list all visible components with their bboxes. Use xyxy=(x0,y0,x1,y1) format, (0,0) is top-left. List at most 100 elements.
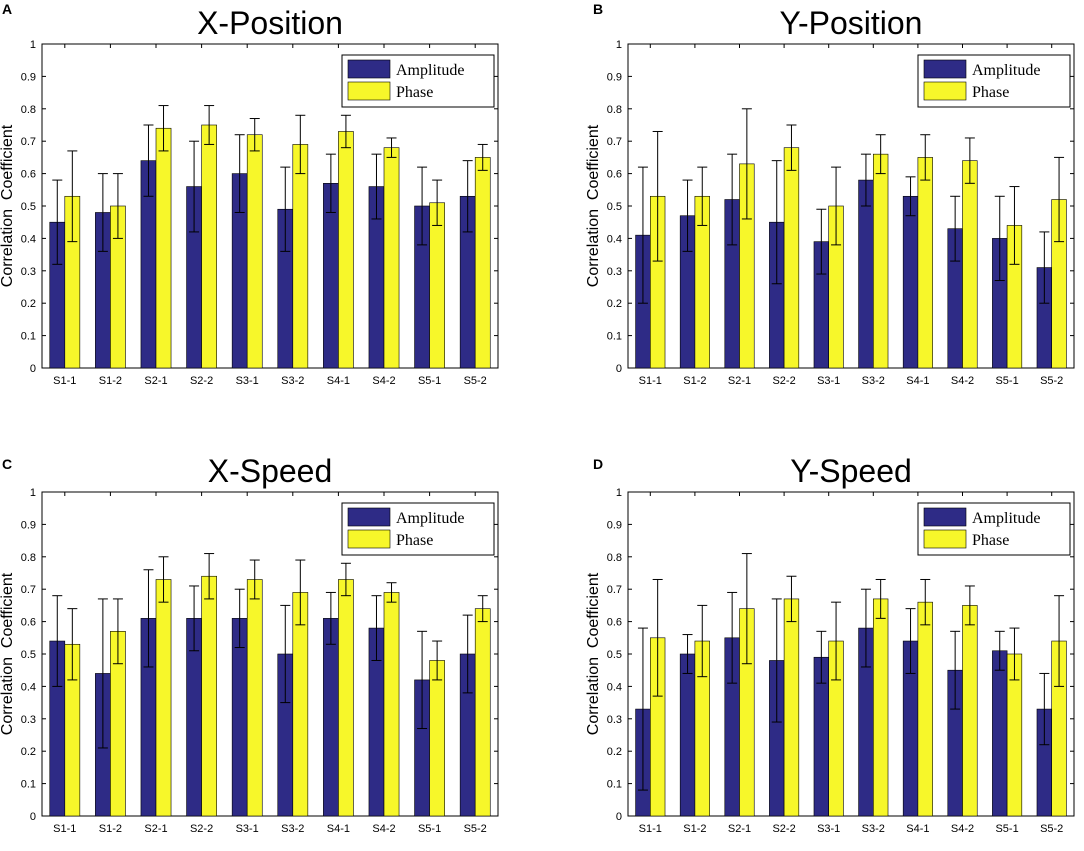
legend: Amplitude Phase xyxy=(917,502,1071,556)
y-tick-label: 0.7 xyxy=(607,136,622,148)
y-tick-label: 0.8 xyxy=(21,552,36,564)
x-tick-label: S1-2 xyxy=(683,823,706,835)
bar-amplitude-s4-1 xyxy=(902,195,919,369)
bar-phase-s4-1 xyxy=(338,131,354,369)
x-tick-label: S2-1 xyxy=(144,375,167,387)
y-tick-label: 0.6 xyxy=(607,169,622,181)
x-tick-label: S5-2 xyxy=(1040,375,1063,387)
legend-swatch-amplitude xyxy=(347,59,391,79)
panel-label: C xyxy=(2,456,12,472)
x-tick-label: S5-1 xyxy=(995,375,1018,387)
x-tick-label: S4-2 xyxy=(372,823,395,835)
bar-phase-s3-2 xyxy=(872,598,889,817)
x-tick-label: S3-2 xyxy=(281,823,304,835)
y-tick-label: 0.2 xyxy=(607,746,622,758)
legend-label-phase: Phase xyxy=(396,84,433,101)
x-tick-label: S4-2 xyxy=(951,823,974,835)
x-tick-label: S5-2 xyxy=(1040,823,1063,835)
y-tick-label: 0.4 xyxy=(607,681,622,693)
y-tick-label: 0.2 xyxy=(21,746,36,758)
y-tick-label: 0.9 xyxy=(21,519,36,531)
x-tick-label: S5-1 xyxy=(418,375,441,387)
bar-phase-s4-2 xyxy=(962,605,978,817)
panel-label: A xyxy=(2,1,12,17)
bar-phase-s5-1 xyxy=(429,202,445,369)
y-tick-label: 0.6 xyxy=(607,617,622,629)
bar-phase-s2-2 xyxy=(783,598,800,817)
panel-c: C X-Speed Correlation Coefficient 0 0.1 0.2 0.… xyxy=(0,453,499,835)
y-tick-label: 0.4 xyxy=(21,681,36,693)
x-tick-label: S2-2 xyxy=(190,823,213,835)
bar-phase-s3-2 xyxy=(292,144,309,369)
y-tick-label: 0.5 xyxy=(607,649,622,661)
chart-title: X-Position xyxy=(197,5,343,41)
y-tick-label: 0.9 xyxy=(21,71,36,83)
x-tick-label: S1-2 xyxy=(99,375,122,387)
chart-title: Y-Position xyxy=(780,5,923,41)
y-tick-label: 0.4 xyxy=(607,233,622,245)
x-tick-label: S1-2 xyxy=(683,375,706,387)
legend: Amplitude Phase xyxy=(917,54,1071,108)
bar-phase-s2-1 xyxy=(155,579,172,817)
x-tick-label: S2-2 xyxy=(772,375,795,387)
x-tick-label: S2-2 xyxy=(772,823,795,835)
legend: Amplitude Phase xyxy=(341,54,495,108)
bar-phase-s3-1 xyxy=(246,579,263,817)
y-tick-label: 0.3 xyxy=(21,714,36,726)
y-tick-label: 0.8 xyxy=(21,104,36,116)
y-tick-label: 0 xyxy=(30,363,36,375)
y-tick-label: 0 xyxy=(616,363,622,375)
x-tick-label: S3-2 xyxy=(862,823,885,835)
x-tick-label: S5-1 xyxy=(995,823,1018,835)
legend-swatch-amplitude xyxy=(923,507,967,527)
x-tick-label: S2-2 xyxy=(190,375,213,387)
y-tick-label: 0.3 xyxy=(607,266,622,278)
x-tick-label: S4-2 xyxy=(951,375,974,387)
legend-swatch-amplitude xyxy=(923,59,967,79)
y-tick-label: 0.8 xyxy=(607,104,622,116)
y-tick-label: 0.1 xyxy=(21,779,36,791)
x-tick-label: S4-2 xyxy=(372,375,395,387)
x-tick-label: S3-2 xyxy=(281,375,304,387)
y-tick-label: 1 xyxy=(616,487,622,499)
x-tick-label: S1-1 xyxy=(639,823,662,835)
legend-label-amplitude: Amplitude xyxy=(972,62,1040,79)
x-tick-label: S1-2 xyxy=(99,823,122,835)
bar-phase-s2-2 xyxy=(783,147,800,369)
bar-phase-s4-1 xyxy=(917,157,933,369)
y-axis-label: Correlation Coefficient xyxy=(585,124,602,287)
panel-a: A X-Position Correlation Coefficient 0 0.1 0.… xyxy=(0,1,499,387)
bar-phase-s2-2 xyxy=(201,575,217,817)
y-axis-label: Correlation Coefficient xyxy=(585,572,602,735)
bar-phase-s5-2 xyxy=(474,608,491,817)
bar-phase-s4-2 xyxy=(383,592,400,817)
y-tick-label: 0.3 xyxy=(607,714,622,726)
bar-amplitude-s5-1 xyxy=(992,650,1008,817)
y-tick-label: 0.9 xyxy=(607,71,622,83)
legend-label-phase: Phase xyxy=(396,532,433,549)
y-tick-label: 0.5 xyxy=(607,201,622,213)
legend-label-phase: Phase xyxy=(972,84,1009,101)
x-tick-label: S4-1 xyxy=(906,823,929,835)
x-tick-label: S5-2 xyxy=(464,823,487,835)
bar-phase-s4-2 xyxy=(383,147,400,369)
x-tick-label: S3-1 xyxy=(236,375,259,387)
x-tick-label: S3-1 xyxy=(236,823,259,835)
bar-phase-s4-1 xyxy=(338,579,354,817)
legend-label-phase: Phase xyxy=(972,532,1009,549)
y-tick-label: 1 xyxy=(30,487,36,499)
x-tick-label: S2-1 xyxy=(144,823,167,835)
panel-b: B Y-Position Correlation Coefficient 0 0.1 0.… xyxy=(585,1,1075,387)
x-tick-label: S1-1 xyxy=(53,375,76,387)
y-tick-label: 0.1 xyxy=(21,331,36,343)
y-tick-label: 0.6 xyxy=(21,169,36,181)
bar-phase-s5-1 xyxy=(429,660,445,817)
legend-label-amplitude: Amplitude xyxy=(396,510,464,527)
x-tick-label: S3-1 xyxy=(817,375,840,387)
y-tick-label: 0.6 xyxy=(21,617,36,629)
bar-phase-s3-1 xyxy=(246,134,263,369)
x-tick-label: S1-1 xyxy=(639,375,662,387)
y-tick-label: 0.2 xyxy=(21,298,36,310)
bar-phase-s4-1 xyxy=(917,601,933,817)
x-tick-label: S1-1 xyxy=(53,823,76,835)
